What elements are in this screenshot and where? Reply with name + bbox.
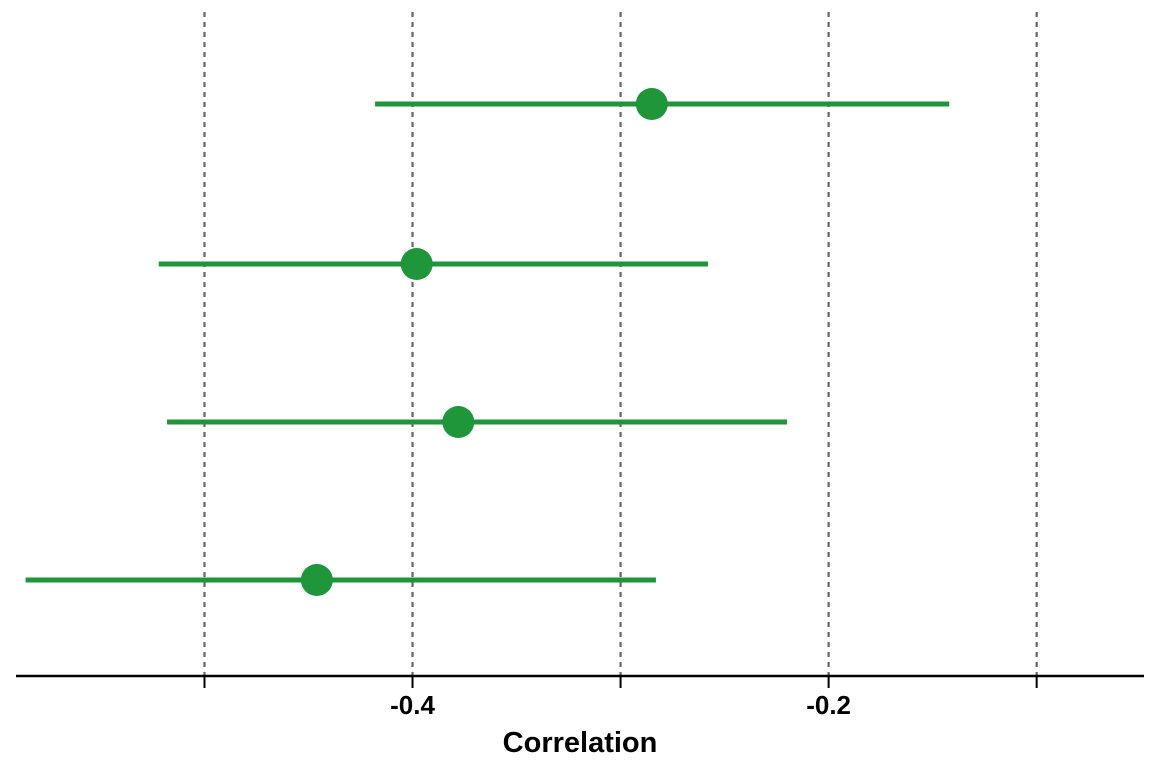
x-axis-title: Correlation [503,727,658,759]
data-series [25,88,950,596]
point-estimate [635,88,668,120]
x-tick-label: -0.2 [806,690,851,720]
gridlines [203,12,1038,676]
x-axis: -0.4 -0.2 [16,674,1144,720]
x-tick-label: -0.4 [390,690,435,720]
point-estimate [400,248,433,280]
point-estimate [300,564,333,596]
point-estimate [442,406,475,438]
